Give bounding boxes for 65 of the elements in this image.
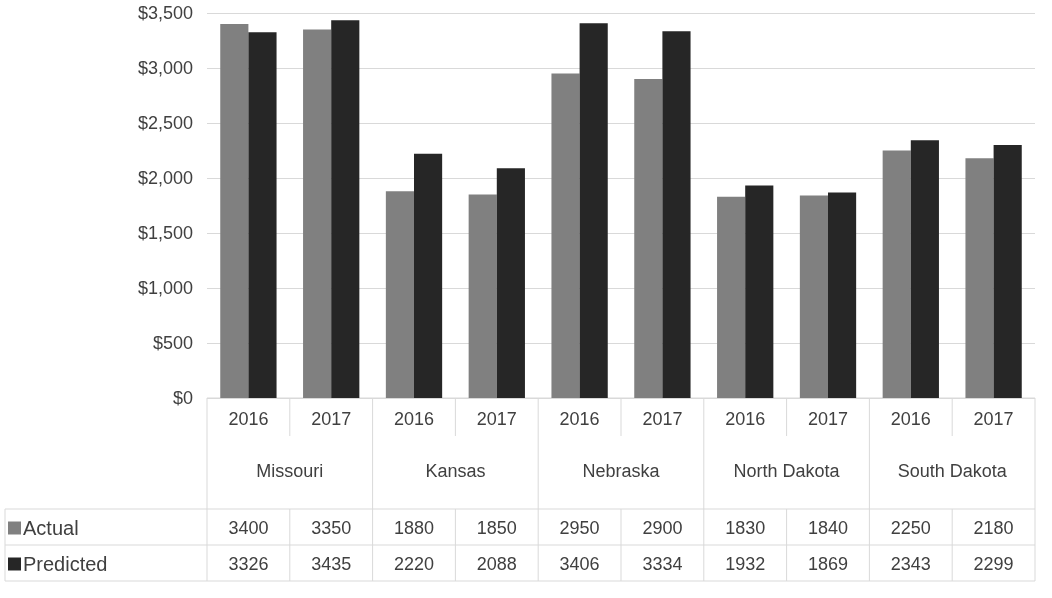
y-tick-label: $3,000 [137,58,193,78]
data-label: 3435 [311,554,352,574]
bar [496,168,525,398]
bar [634,79,663,398]
y-tick-label: $0 [172,388,193,408]
bar [220,24,249,398]
data-label: 3350 [311,518,352,538]
bar [468,194,497,398]
legend-label: Predicted [23,553,108,575]
text: Missouri [256,460,324,481]
bar [965,158,994,398]
y-tick-label: $3,500 [137,3,193,23]
bar [745,185,774,398]
bar [579,23,608,398]
bar [910,140,939,398]
text: Nebraska [582,460,661,481]
data-label: 1840 [807,518,849,538]
x-tick-label: 2017 [807,409,849,429]
x-tick-label: 2016 [228,409,269,429]
y-tick-label: $2,500 [137,113,193,133]
data-label: 3326 [228,554,269,574]
x-tick-label: 2017 [476,409,517,429]
data-label: 3400 [228,518,269,538]
x-tick-label: 2016 [725,409,766,429]
x-tick-label: 2016 [393,409,435,429]
bar [993,145,1022,398]
x-tick-label: 2016 [890,409,931,429]
y-tick-label: $500 [152,333,193,353]
data-label: 2900 [642,518,683,538]
data-label: 1880 [393,518,435,538]
bar [717,196,746,398]
bar [385,191,414,398]
data-label: 1850 [476,518,517,538]
data-label: 2088 [476,554,517,574]
bar [799,195,828,398]
data-label: 2343 [890,554,931,574]
data-label: 3406 [559,554,600,574]
data-label: 2299 [973,554,1014,574]
bar [248,32,277,398]
x-tick-label: 2017 [973,409,1014,429]
data-label: 1932 [725,554,766,574]
bar [662,31,691,398]
x-tick-label: 2016 [559,409,600,429]
text: Kansas [425,460,486,481]
data-label: 2180 [973,518,1014,538]
bar [828,192,857,398]
text: South Dakota [897,460,1008,481]
x-tick-label: 2017 [642,409,683,429]
data-label: 2950 [559,518,600,538]
bar [414,153,443,398]
bar [882,150,911,398]
legend-label: Actual [23,517,79,539]
text: North Dakota [733,460,841,481]
y-tick-label: $2,000 [137,168,193,188]
data-label: 2220 [393,554,435,574]
data-label: 1869 [807,554,849,574]
bar [551,73,580,398]
bar [303,29,332,398]
data-label: 2250 [890,518,931,538]
y-tick-label: $1,500 [137,223,193,243]
y-tick-label: $1,000 [137,278,193,298]
data-label: 3334 [642,554,683,574]
data-label: 1830 [725,518,766,538]
x-tick-label: 2017 [311,409,352,429]
bar [331,20,360,398]
